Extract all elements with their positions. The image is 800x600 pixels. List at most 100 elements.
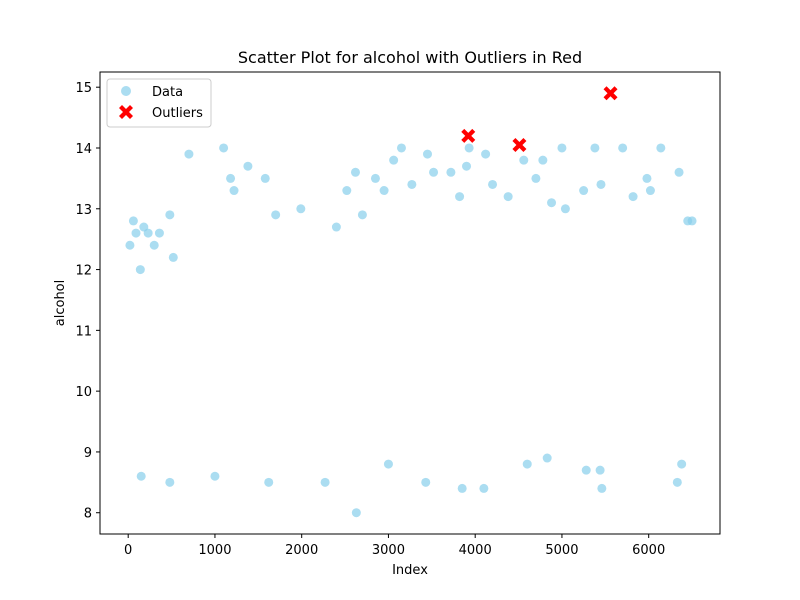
plot-frame xyxy=(99,71,721,535)
y-axis-label: alcohol xyxy=(53,280,68,326)
data-point xyxy=(229,186,239,196)
data-point xyxy=(396,143,406,153)
data-point xyxy=(210,471,220,481)
data-point xyxy=(357,210,367,220)
data-point xyxy=(143,228,153,238)
data-point xyxy=(243,161,253,171)
data-point xyxy=(226,173,236,183)
data-point xyxy=(596,179,606,189)
data-point xyxy=(557,143,567,153)
outlier-point xyxy=(512,137,527,152)
data-point xyxy=(370,173,380,183)
data-point xyxy=(590,143,600,153)
legend-outliers-label: Outliers xyxy=(152,106,203,121)
data-point xyxy=(331,222,341,232)
data-point xyxy=(522,459,532,469)
points-layer xyxy=(125,143,697,518)
data-point xyxy=(531,173,541,183)
x-tick-label: 0 xyxy=(124,543,132,558)
data-point xyxy=(674,167,684,177)
data-point xyxy=(264,477,274,487)
data-point xyxy=(422,149,432,159)
data-point xyxy=(165,477,175,487)
data-point xyxy=(131,228,141,238)
x-tick-label: 4000 xyxy=(459,543,492,558)
data-point xyxy=(351,508,361,518)
data-point xyxy=(407,179,417,189)
y-axis-ticks: 8 9 10 11 12 13 14 15 xyxy=(75,81,100,522)
data-point xyxy=(350,167,360,177)
data-point xyxy=(519,155,529,165)
outlier-point xyxy=(461,128,476,143)
data-point xyxy=(547,198,557,208)
legend-box xyxy=(106,78,212,128)
y-tick-label: 9 xyxy=(84,446,92,461)
data-point xyxy=(136,471,146,481)
data-point xyxy=(645,186,655,196)
legend: Data Outliers xyxy=(106,78,212,128)
data-point xyxy=(184,149,194,159)
data-point xyxy=(672,477,682,487)
data-point xyxy=(379,186,389,196)
data-point xyxy=(503,192,513,202)
data-point xyxy=(320,477,330,487)
y-tick-label: 12 xyxy=(75,264,92,279)
x-tick-label: 6000 xyxy=(632,543,665,558)
y-tick-label: 14 xyxy=(75,142,92,157)
data-point xyxy=(342,186,352,196)
data-point xyxy=(429,167,439,177)
data-point xyxy=(421,477,431,487)
data-point xyxy=(464,143,474,153)
y-tick-label: 11 xyxy=(75,324,92,339)
data-point xyxy=(687,216,697,226)
outlier-point xyxy=(603,86,618,101)
x-axis-label: Index xyxy=(392,563,428,578)
data-point xyxy=(628,192,638,202)
y-tick-label: 8 xyxy=(84,507,92,522)
data-point xyxy=(581,465,591,475)
x-axis-ticks: 0 1000 2000 3000 4000 5000 6000 xyxy=(124,534,665,558)
data-point xyxy=(296,204,306,214)
data-point xyxy=(260,173,270,183)
data-point xyxy=(542,453,552,463)
y-tick-label: 13 xyxy=(75,203,92,218)
legend-data-label: Data xyxy=(152,85,183,100)
data-point xyxy=(389,155,399,165)
outliers-layer xyxy=(461,86,618,152)
data-point xyxy=(597,483,607,493)
data-point xyxy=(462,161,472,171)
data-point xyxy=(642,173,652,183)
data-point xyxy=(154,228,164,238)
data-point xyxy=(538,155,548,165)
data-point xyxy=(560,204,570,214)
data-point xyxy=(165,210,175,220)
data-point xyxy=(595,465,605,475)
y-tick-label: 15 xyxy=(75,81,92,96)
y-tick-label: 10 xyxy=(75,385,92,400)
data-point xyxy=(481,149,491,159)
data-point xyxy=(677,459,687,469)
data-point xyxy=(656,143,666,153)
x-tick-label: 1000 xyxy=(198,543,231,558)
data-point xyxy=(271,210,281,220)
legend-outlier-marker xyxy=(119,105,133,119)
data-point xyxy=(455,192,465,202)
data-point xyxy=(488,179,498,189)
legend-data-marker xyxy=(121,86,131,96)
data-point xyxy=(479,483,489,493)
x-tick-label: 3000 xyxy=(372,543,405,558)
data-point xyxy=(168,252,178,262)
data-point xyxy=(618,143,628,153)
x-tick-label: 2000 xyxy=(285,543,318,558)
data-point xyxy=(579,186,589,196)
data-point xyxy=(457,483,467,493)
x-tick-label: 5000 xyxy=(545,543,578,558)
data-point xyxy=(125,240,135,250)
data-point xyxy=(446,167,456,177)
data-point xyxy=(383,459,393,469)
data-point xyxy=(149,240,159,250)
data-point xyxy=(128,216,138,226)
data-point xyxy=(219,143,229,153)
